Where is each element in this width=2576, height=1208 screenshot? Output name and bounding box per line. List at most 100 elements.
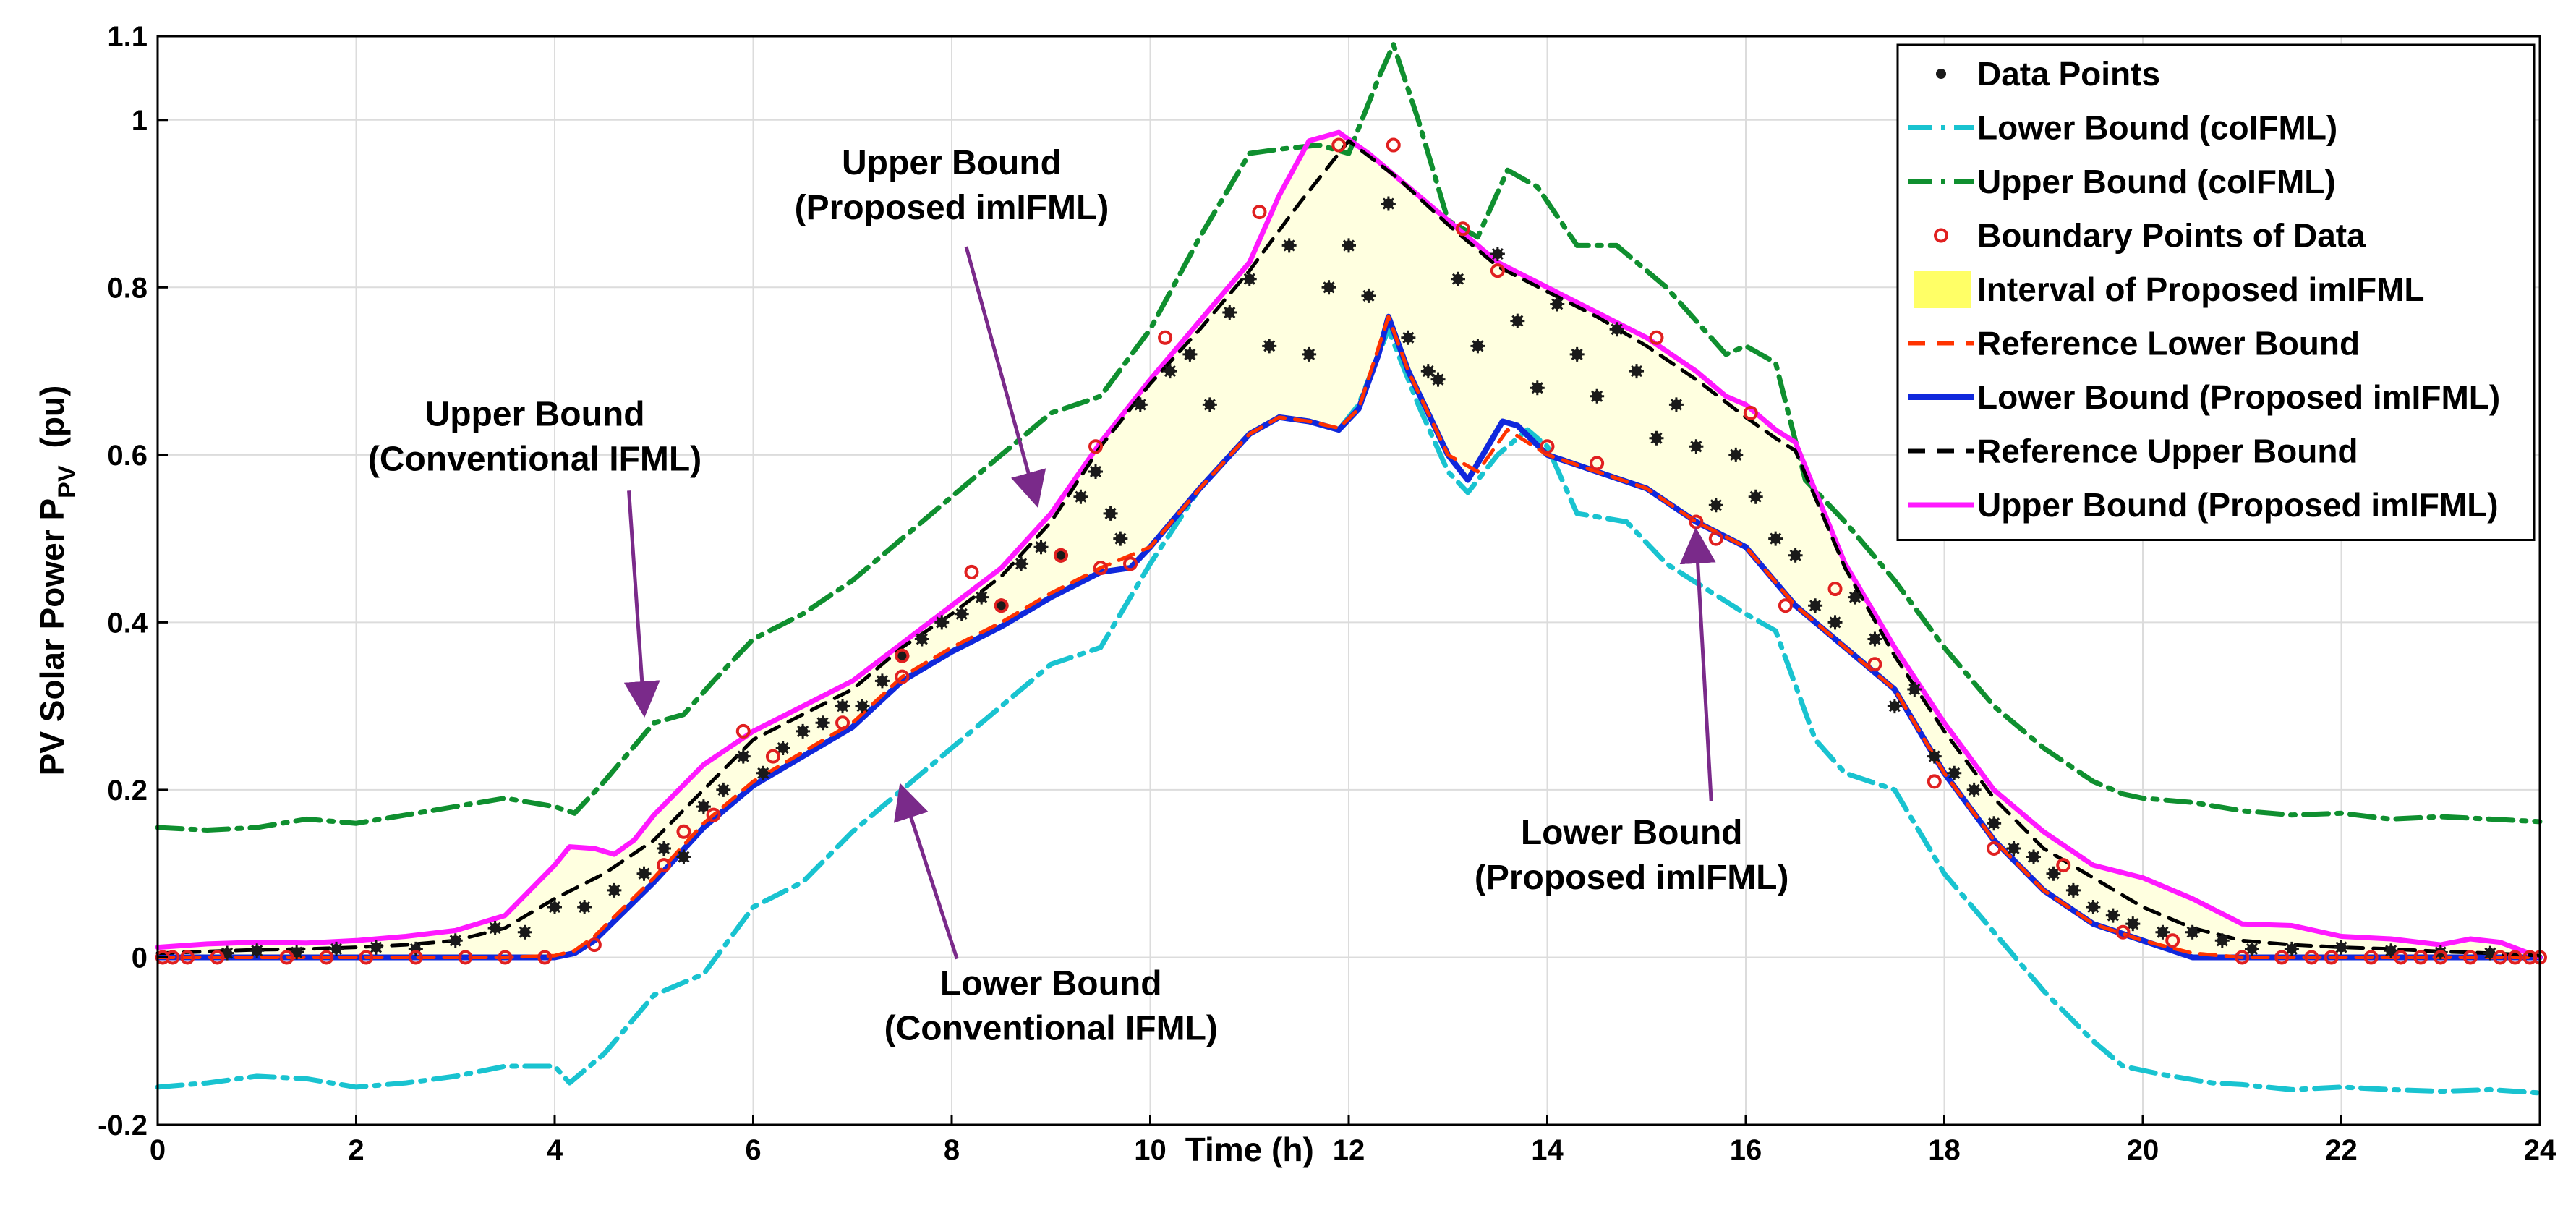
data-point-star xyxy=(607,882,622,898)
x-tick-label: 24 xyxy=(2524,1134,2556,1166)
data-point-star xyxy=(1808,598,1823,613)
upper-bound-coifml-line xyxy=(155,42,2543,833)
x-tick-label: 0 xyxy=(150,1134,166,1166)
data-point-star xyxy=(914,631,929,647)
data-point xyxy=(2065,882,2081,898)
boundary-point xyxy=(319,950,334,965)
data-point-star xyxy=(636,866,652,881)
data-point-star xyxy=(1202,397,1217,412)
data-point-star xyxy=(1887,699,1902,714)
boundary-point xyxy=(2274,950,2290,965)
annotation-text: (Proposed imIFML) xyxy=(795,189,1109,227)
boundary-point xyxy=(1123,556,1138,571)
data-point-star xyxy=(1847,590,1862,605)
data-point xyxy=(1728,447,1744,462)
data-point-star xyxy=(448,933,463,948)
data-point-star xyxy=(2284,941,2299,956)
data-point-star xyxy=(1649,430,1664,446)
boundary-point xyxy=(656,858,671,873)
data-point xyxy=(1708,498,1723,513)
legend-item: Reference Upper Bound xyxy=(1908,433,2358,470)
x-tick-label: 22 xyxy=(2325,1134,2358,1166)
data-point xyxy=(250,943,265,958)
boundary-point xyxy=(1088,439,1104,454)
data-point-star xyxy=(1947,765,1962,780)
data-point xyxy=(1242,271,1257,286)
boundary-point xyxy=(1867,657,1882,672)
data-point xyxy=(448,933,463,948)
legend-item: Lower Bound (coIFML) xyxy=(1908,109,2337,147)
legend-label: Interval of Proposed imIFML xyxy=(1977,271,2425,308)
legend-label: Upper Bound (Proposed imIFML) xyxy=(1977,486,2499,524)
boundary-point xyxy=(2413,950,2428,965)
boundary-point xyxy=(964,564,979,579)
data-point xyxy=(835,699,850,714)
data-point-star xyxy=(1966,782,1982,797)
data-point xyxy=(1113,531,1128,546)
data-point xyxy=(1222,305,1237,320)
data-point-star xyxy=(735,749,751,764)
data-point-star xyxy=(934,615,950,630)
annotation-text: (Proposed imIFML) xyxy=(1475,859,1789,897)
data-point-star xyxy=(1470,339,1485,354)
data-point xyxy=(487,920,503,935)
data-point xyxy=(1987,816,2002,831)
data-point xyxy=(676,849,691,864)
upper-bound-proposed-line xyxy=(155,129,2543,960)
data-point xyxy=(954,606,969,621)
data-point-star xyxy=(1708,498,1723,513)
data-point xyxy=(1907,682,1922,697)
data-point xyxy=(1510,313,1525,328)
data-point xyxy=(1420,364,1436,379)
annotation-text: Lower Bound xyxy=(1521,814,1743,852)
boundary-point xyxy=(1252,205,1267,220)
data-point-star xyxy=(1590,388,1605,404)
legend-label: Lower Bound (Proposed imIFML) xyxy=(1977,378,2500,416)
boundary-point xyxy=(1093,561,1108,576)
boundary-point xyxy=(2393,950,2408,965)
data-point-star xyxy=(1668,397,1684,412)
data-point xyxy=(1569,346,1585,362)
data-point-star xyxy=(1609,322,1624,337)
annotation-arrow xyxy=(893,783,959,960)
data-point-star xyxy=(1073,489,1088,504)
data-point xyxy=(517,924,532,940)
y-tick-label: 0.6 xyxy=(107,440,148,472)
data-point xyxy=(1808,598,1823,613)
data-point xyxy=(1103,506,1118,521)
y-axis-title: PV Solar Power PPV (pu) xyxy=(33,386,81,776)
data-point xyxy=(2086,900,2101,914)
data-point xyxy=(2026,849,2042,864)
boundary-point xyxy=(210,950,225,965)
tick-labels: 0 2 4 6 8 10 12 14 16 18 20 22 24-0.200.20.40.60.811… xyxy=(98,21,2556,1166)
legend: Data Points Lower Bound (coIFML) Upper Bou… xyxy=(1896,43,2536,541)
data-point-star xyxy=(487,920,503,935)
data-point-star xyxy=(1222,305,1237,320)
data-point xyxy=(1590,388,1605,404)
data-point xyxy=(1381,196,1396,211)
data-point-star xyxy=(289,945,304,960)
data-point xyxy=(2284,941,2299,956)
boundary-point xyxy=(2522,950,2538,965)
boundary-point xyxy=(2462,950,2478,965)
data-point xyxy=(1629,364,1645,379)
data-point-star xyxy=(2155,924,2170,940)
data-point-star xyxy=(577,900,592,914)
data-point xyxy=(577,900,592,914)
data-point-star xyxy=(1401,330,1416,345)
data-point-star xyxy=(1053,548,1068,563)
annotation: Lower Bound (Proposed imIFML) xyxy=(1475,527,1789,897)
data-point xyxy=(1053,548,1068,563)
y-tick-label: 0 xyxy=(132,942,148,974)
legend-item: Interval of Proposed imIFML xyxy=(1914,271,2425,308)
data-point xyxy=(1430,372,1446,387)
boundary-point xyxy=(498,950,513,965)
x-tick-label: 4 xyxy=(547,1134,563,1166)
data-point xyxy=(1649,430,1664,446)
data-point xyxy=(1470,339,1485,354)
data-point-star xyxy=(408,941,423,956)
interval-fill-layer xyxy=(158,132,2540,958)
data-point-star xyxy=(1103,506,1118,521)
data-point-star xyxy=(2006,841,2021,856)
data-point xyxy=(1530,380,1545,396)
